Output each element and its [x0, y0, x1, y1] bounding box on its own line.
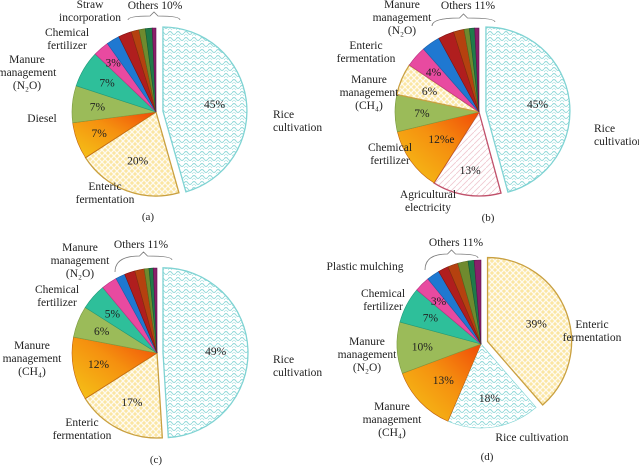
category-label: Manure management (N₂O) [0, 54, 57, 92]
data-label: 6% [422, 86, 438, 98]
others-brace [431, 13, 496, 27]
data-label: 7% [90, 101, 106, 113]
data-label: 4% [426, 67, 442, 79]
panel-caption: (a) [142, 211, 155, 223]
category-label: Enteric fermentation [76, 181, 135, 206]
pie-slice-rice-cultivation [162, 26, 248, 193]
data-label: 7% [423, 313, 439, 325]
category-label: Rice cultivation [495, 432, 568, 444]
data-label: 7% [414, 108, 430, 120]
others-brace [114, 251, 173, 273]
others-label: Others 10% [128, 0, 183, 12]
category-label: Enteric fermentation [53, 417, 112, 442]
data-label: 45% [204, 99, 226, 111]
others-brace [127, 11, 181, 21]
data-label: 5% [105, 309, 121, 321]
pie-chart-a: 45% 20% 7% 7% 7% 3% Rice cultivation Enteric ferm… [0, 0, 322, 223]
category-label: Diesel [27, 113, 56, 125]
category-label: Manure management (N₂O) [51, 242, 111, 280]
data-label: 12% [88, 359, 110, 371]
data-label: 3% [431, 296, 447, 308]
category-label: Rice cultivation [273, 354, 322, 379]
category-label: Manure management (CH₄) [3, 340, 63, 378]
others-brace [424, 249, 479, 271]
data-label: 7% [92, 128, 108, 140]
data-label: 17% [121, 397, 143, 409]
category-label: Chemical fertilizer [45, 27, 89, 52]
pie-slice-others-6 [474, 27, 480, 113]
category-label: Straw incorporation [59, 0, 121, 24]
data-label: 20% [127, 156, 149, 168]
pie-slice-enteric-fermentation [486, 256, 573, 406]
data-label: 13% [460, 165, 482, 177]
data-label: 45% [527, 99, 549, 111]
pie-slice-others-6 [473, 259, 482, 345]
pie-slice-others-7 [152, 267, 158, 354]
pie-chart-d: 39% 18% 13% 10% 7% 3% Enteric fermentation Rice … [327, 237, 622, 463]
category-label: Manure management (CH₄) [340, 74, 400, 112]
category-label: Agricultural electricity [400, 189, 456, 214]
pie-slice-enteric-fermentation [84, 351, 164, 439]
category-label: Enteric fermentation [337, 40, 396, 65]
others-label: Others 11% [114, 239, 169, 251]
category-label: Manure management (N₂O) [373, 0, 433, 37]
category-label: Chemical fertilizer [35, 284, 79, 309]
pie-slice-others-6 [151, 27, 157, 113]
data-label: 49% [205, 346, 227, 358]
category-label: Manure management (N₂O) [338, 336, 398, 374]
panel-caption: (c) [150, 454, 163, 466]
pie-chart-c: 49% 17% 12% 6% 5% Rice cultivation Enteric ferme… [3, 239, 323, 466]
category-label: Chemical fertilizer [361, 288, 405, 313]
others-label: Others 11% [429, 237, 484, 249]
pie-slice-chemical-fertilizer [397, 111, 480, 184]
pie-slice-rice-cultivation [162, 267, 249, 439]
data-label: 39% [526, 318, 548, 330]
panel-caption: (b) [482, 212, 495, 224]
pie-slice-agricultural-electricity [433, 110, 502, 197]
category-label: Enteric fermentation [563, 319, 622, 344]
category-label: Rice cultivation [594, 123, 639, 148]
data-label: 3% [105, 57, 121, 69]
data-label: 6% [94, 326, 110, 338]
data-label: 13% [433, 375, 455, 387]
category-label: Chemical fertilizer [368, 142, 412, 167]
category-label: Rice cultivation [273, 109, 322, 134]
pie-slice-rice-cultivation [447, 343, 537, 429]
data-label: 12%e [428, 134, 454, 146]
others-label: Others 11% [441, 0, 496, 12]
panel-caption: (d) [481, 451, 494, 463]
category-label: Plastic mulching [327, 261, 404, 273]
pie-slice-rice-cultivation [485, 26, 571, 193]
pie-slice-manure-management-ch4 [71, 336, 158, 399]
category-label: Manure management (CH₄) [363, 401, 423, 439]
data-label: 18% [479, 393, 501, 405]
pie-chart-b: 45% 13% 12%e 7% 6% 4% Rice cultivation Agricultu… [337, 0, 639, 224]
data-label: 7% [99, 78, 115, 90]
pie-slice-enteric-fermentation [84, 110, 180, 197]
pie-slice-manure-management-ch4 [401, 343, 482, 422]
data-label: 10% [412, 342, 434, 354]
